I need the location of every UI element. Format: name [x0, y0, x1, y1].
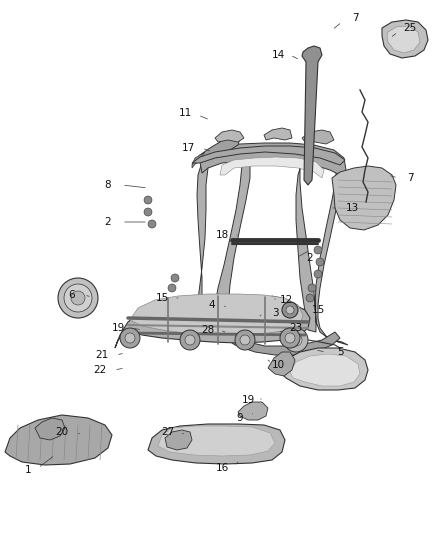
Text: 16: 16 — [215, 463, 229, 473]
Polygon shape — [35, 418, 65, 440]
Text: 10: 10 — [272, 360, 285, 370]
Circle shape — [314, 246, 322, 254]
Text: 14: 14 — [272, 50, 285, 60]
Text: 2: 2 — [105, 217, 111, 227]
Text: 25: 25 — [403, 23, 417, 33]
Text: 23: 23 — [290, 323, 303, 333]
Circle shape — [71, 291, 85, 305]
Text: 19: 19 — [241, 395, 254, 405]
Circle shape — [120, 328, 140, 348]
Polygon shape — [268, 352, 295, 376]
Text: 5: 5 — [337, 347, 343, 357]
Text: 21: 21 — [95, 350, 109, 360]
Text: 19: 19 — [111, 323, 125, 333]
Text: 15: 15 — [311, 305, 325, 315]
Text: 7: 7 — [407, 173, 413, 183]
Polygon shape — [290, 354, 360, 386]
Text: 4: 4 — [208, 300, 215, 310]
Circle shape — [284, 328, 308, 352]
Polygon shape — [165, 430, 192, 450]
Circle shape — [240, 335, 250, 345]
Circle shape — [306, 294, 314, 302]
Text: 28: 28 — [201, 325, 215, 335]
Circle shape — [316, 258, 324, 266]
Circle shape — [280, 328, 300, 348]
Circle shape — [290, 334, 302, 346]
Circle shape — [148, 220, 156, 228]
Polygon shape — [264, 128, 292, 140]
Polygon shape — [220, 157, 324, 178]
Text: 17: 17 — [181, 143, 194, 153]
Text: 2: 2 — [307, 253, 313, 263]
Text: 20: 20 — [56, 427, 69, 437]
Polygon shape — [332, 166, 396, 230]
Circle shape — [314, 270, 322, 278]
Polygon shape — [225, 332, 340, 355]
Text: 22: 22 — [93, 365, 106, 375]
Polygon shape — [204, 294, 228, 315]
Polygon shape — [302, 46, 322, 185]
Text: 11: 11 — [178, 108, 192, 118]
Polygon shape — [192, 132, 240, 165]
Polygon shape — [278, 348, 368, 390]
Text: 9: 9 — [237, 413, 244, 423]
Circle shape — [125, 333, 135, 343]
Polygon shape — [200, 143, 346, 175]
Circle shape — [235, 330, 255, 350]
Polygon shape — [5, 415, 112, 465]
Circle shape — [286, 306, 294, 314]
Text: 12: 12 — [279, 295, 293, 305]
Text: 6: 6 — [69, 290, 75, 300]
Text: 15: 15 — [155, 293, 169, 303]
Circle shape — [282, 302, 298, 318]
Text: 13: 13 — [346, 203, 359, 213]
Text: 18: 18 — [215, 230, 229, 240]
Polygon shape — [192, 152, 205, 168]
Polygon shape — [238, 402, 268, 420]
Polygon shape — [192, 146, 345, 165]
Polygon shape — [215, 130, 244, 142]
Polygon shape — [302, 130, 334, 144]
Polygon shape — [255, 296, 286, 322]
Text: 7: 7 — [352, 13, 358, 23]
Polygon shape — [192, 150, 254, 345]
Polygon shape — [387, 26, 420, 53]
Circle shape — [58, 278, 98, 318]
Polygon shape — [130, 294, 303, 335]
Polygon shape — [382, 20, 428, 58]
Text: 3: 3 — [272, 308, 278, 318]
Text: 8: 8 — [105, 180, 111, 190]
Polygon shape — [296, 150, 348, 345]
Circle shape — [168, 284, 176, 292]
Polygon shape — [148, 424, 285, 464]
Circle shape — [308, 284, 316, 292]
Text: 1: 1 — [25, 465, 31, 475]
Circle shape — [144, 208, 152, 216]
Polygon shape — [158, 426, 275, 456]
Circle shape — [180, 330, 200, 350]
Circle shape — [185, 335, 195, 345]
Circle shape — [64, 284, 92, 312]
Circle shape — [144, 196, 152, 204]
Polygon shape — [115, 297, 310, 348]
Circle shape — [285, 333, 295, 343]
Text: 27: 27 — [161, 427, 175, 437]
Circle shape — [171, 274, 179, 282]
